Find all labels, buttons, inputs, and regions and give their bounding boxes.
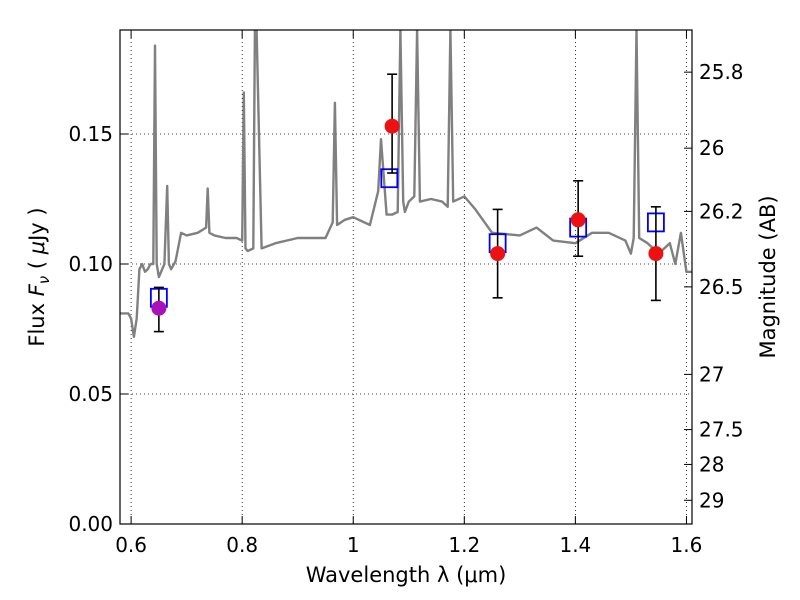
y2-tick-label: 26.2: [699, 199, 744, 223]
x-axis-title: Wavelength λ (μm): [306, 563, 507, 587]
y-tick-label: 0.05: [68, 382, 113, 406]
y2-tick-label: 27.5: [699, 418, 744, 442]
observed-flux-point: [570, 212, 586, 228]
x-tick-label: 0.6: [115, 533, 147, 557]
y2-tick-label: 27: [699, 362, 724, 386]
y2-tick-label: 29: [699, 488, 724, 512]
y-axis-title: Flux Fν ( μJy ): [25, 207, 53, 346]
tick-labels: 0.6 0.8 1 1.2 1.4 1.6 0.00 0.05 0.10 0.15 25.8 26 26…: [68, 60, 743, 557]
y2-axis-title: Magnitude (AB): [756, 195, 780, 358]
y-tick-label: 0.00: [68, 512, 113, 536]
tick-marks: [120, 30, 692, 525]
y2-tick-label: 26: [699, 136, 724, 160]
x-tick-label: 1.6: [671, 533, 703, 557]
x-tick-label: 1.4: [559, 533, 591, 557]
model-flux-square: [380, 168, 399, 189]
x-tick-label: 1.2: [448, 533, 480, 557]
y-tick-label: 0.15: [68, 122, 113, 146]
observed-flux-point: [490, 246, 506, 262]
y2-tick-label: 28: [699, 452, 724, 476]
model-spectrum-line: [120, 30, 692, 338]
x-tick-label: 1: [347, 533, 360, 557]
series-layer: [120, 30, 692, 338]
y2-tick-label: 26.5: [699, 275, 744, 299]
plot-background: [120, 30, 692, 524]
y-tick-label: 0.10: [68, 252, 113, 276]
y2-tick-label: 25.8: [699, 60, 744, 84]
plot-frame: [119, 29, 693, 525]
x-tick-label: 0.8: [226, 533, 258, 557]
observed-flux-point: [151, 300, 167, 316]
observed-flux-point: [648, 246, 664, 262]
observed-flux-point: [384, 118, 400, 134]
